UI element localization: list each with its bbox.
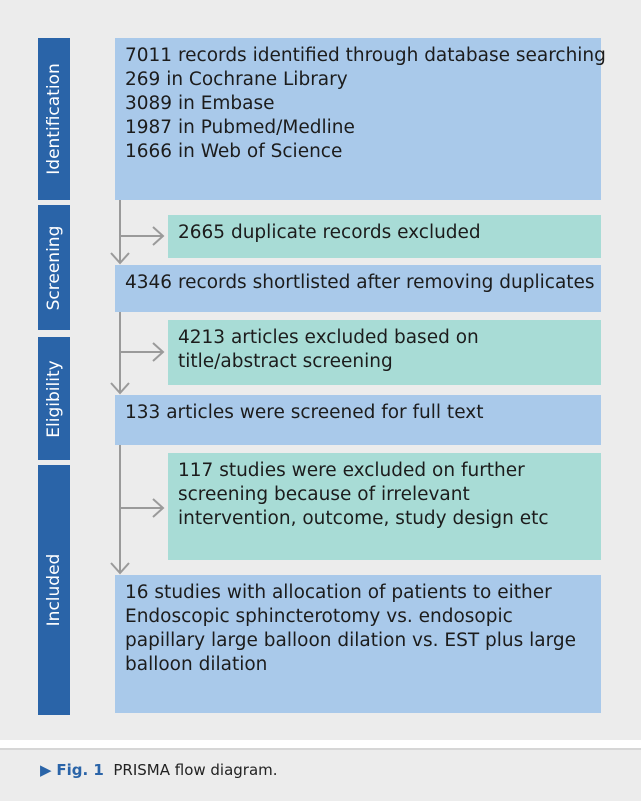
caption-label: Fig. 1 [56,761,104,779]
text-line: 7011 records identified through database… [125,45,606,66]
stage-text: Screening [44,225,64,310]
text-line: 4346 records shortlisted after removing … [125,272,595,293]
stage-text: Identification [44,63,64,175]
arrows [110,200,165,575]
text-line: 4213 articles excluded based on [178,327,479,348]
text-line: 1987 in Pubmed/Medline [125,117,355,138]
caption: ▶ Fig. 1 PRISMA flow diagram. [40,761,278,779]
text-line: 2665 duplicate records excluded [178,222,481,243]
caption-text: PRISMA flow diagram. [113,761,278,779]
exclusion-box: 117 studies were excluded on further scre… [168,453,601,560]
text-line: 16 studies with allocation of patients t… [125,582,552,603]
exclusion-box: 2665 duplicate records excluded [168,215,601,258]
exclusion-box: 4213 articles excluded based on title/abs… [168,320,601,385]
flow-box: 7011 records identified through database… [115,38,606,200]
flow-box: 16 studies with allocation of patients t… [115,575,601,713]
text-line: Endoscopic sphincterotomy vs. endosopic [125,606,513,627]
stage-label: Screening [38,205,70,330]
text-line: intervention, outcome, study design etc [178,508,549,529]
flow-box: 4346 records shortlisted after removing … [115,265,601,312]
text-line: 269 in Cochrane Library [125,69,348,90]
caption-marker: ▶ [40,761,52,779]
text-line: title/abstract screening [178,351,393,372]
stage-label: Included [38,465,70,715]
stage-label: Identification [38,38,70,200]
text-line: 117 studies were excluded on further [178,460,525,481]
text-line: 133 articles were screened for full text [125,402,484,423]
stage-text: Eligibility [44,359,64,438]
text-line: balloon dilation [125,654,268,675]
text-line: 1666 in Web of Science [125,141,343,162]
flow-box: 133 articles were screened for full text [115,395,601,445]
text-line: papillary large balloon dilation vs. EST… [125,630,577,651]
text-line: screening because of irrelevant [178,484,470,505]
stage-text: Included [44,553,64,627]
caption-band [0,748,641,801]
stage-label: Eligibility [38,337,70,460]
text-line: 3089 in Embase [125,93,275,114]
